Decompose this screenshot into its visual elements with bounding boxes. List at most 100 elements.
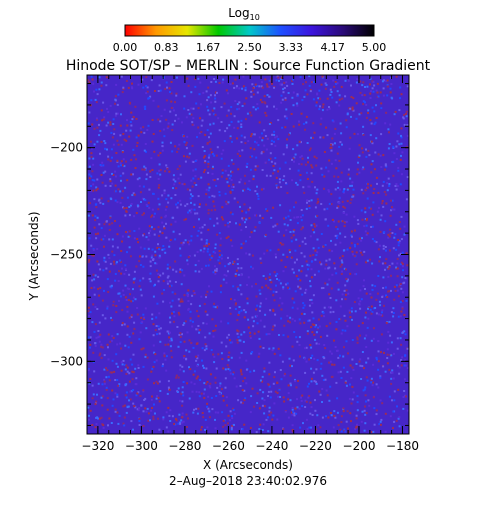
field-speckle bbox=[194, 168, 197, 171]
field-speckle bbox=[192, 411, 195, 414]
field-speckle bbox=[96, 308, 99, 310]
field-speckle bbox=[399, 337, 402, 340]
field-speckle bbox=[195, 359, 198, 362]
field-speckle bbox=[356, 133, 359, 136]
field-speckle bbox=[298, 244, 301, 247]
field-speckle bbox=[252, 175, 255, 178]
field-speckle bbox=[320, 287, 323, 290]
field-speckle bbox=[377, 153, 380, 156]
field-speckle bbox=[135, 383, 138, 386]
field-speckle bbox=[191, 121, 194, 124]
field-speckle bbox=[124, 186, 127, 189]
field-speckle bbox=[352, 194, 355, 197]
field-speckle bbox=[235, 86, 238, 89]
field-speckle bbox=[296, 258, 298, 261]
field-speckle bbox=[92, 82, 95, 85]
field-speckle bbox=[87, 306, 90, 309]
field-speckle bbox=[187, 417, 189, 420]
field-speckle bbox=[328, 361, 331, 364]
field-speckle bbox=[313, 231, 316, 234]
field-speckle bbox=[107, 111, 110, 113]
field-speckle bbox=[365, 346, 368, 348]
field-speckle bbox=[405, 198, 408, 201]
field-speckle bbox=[291, 406, 294, 409]
field-speckle bbox=[357, 325, 360, 327]
field-speckle bbox=[301, 265, 304, 268]
field-speckle bbox=[217, 353, 220, 356]
field-speckle bbox=[253, 133, 256, 136]
field-speckle bbox=[189, 189, 192, 192]
field-speckle bbox=[286, 224, 289, 227]
field-speckle bbox=[192, 107, 195, 110]
field-speckle bbox=[390, 341, 393, 344]
field-speckle bbox=[376, 82, 379, 85]
field-speckle bbox=[90, 147, 93, 150]
field-speckle bbox=[338, 201, 341, 204]
field-speckle bbox=[356, 341, 359, 344]
field-speckle bbox=[230, 298, 232, 301]
field-speckle bbox=[140, 201, 142, 203]
field-speckle bbox=[365, 400, 367, 403]
field-speckle bbox=[119, 124, 122, 127]
field-speckle bbox=[237, 313, 240, 316]
field-speckle bbox=[373, 423, 376, 426]
field-speckle bbox=[310, 224, 313, 227]
field-speckle bbox=[376, 182, 378, 185]
field-speckle bbox=[199, 117, 201, 120]
field-speckle bbox=[245, 368, 248, 371]
field-speckle bbox=[136, 307, 139, 309]
field-speckle bbox=[286, 314, 289, 317]
field-speckle bbox=[227, 174, 230, 177]
field-speckle bbox=[125, 139, 128, 142]
field-speckle bbox=[151, 407, 153, 409]
field-speckle bbox=[135, 377, 138, 380]
field-speckle bbox=[381, 202, 384, 205]
field-speckle bbox=[107, 158, 110, 161]
field-speckle bbox=[165, 369, 168, 372]
field-speckle bbox=[371, 106, 374, 109]
field-speckle bbox=[363, 94, 366, 97]
field-speckle bbox=[268, 413, 271, 416]
field-speckle bbox=[176, 150, 179, 153]
field-speckle bbox=[229, 341, 232, 344]
field-speckle bbox=[298, 123, 301, 126]
field-speckle bbox=[125, 129, 128, 132]
field-speckle bbox=[138, 417, 141, 420]
field-speckle bbox=[218, 194, 221, 197]
field-speckle bbox=[322, 245, 325, 248]
field-speckle bbox=[187, 308, 190, 311]
field-speckle bbox=[256, 304, 259, 307]
field-speckle bbox=[233, 197, 236, 200]
field-speckle bbox=[292, 148, 295, 151]
field-speckle bbox=[127, 346, 130, 349]
field-speckle bbox=[382, 244, 385, 247]
field-speckle bbox=[182, 134, 185, 137]
field-speckle bbox=[147, 97, 150, 100]
field-speckle bbox=[170, 92, 173, 95]
field-speckle bbox=[238, 101, 241, 104]
field-speckle bbox=[109, 123, 112, 126]
field-speckle bbox=[191, 185, 194, 188]
field-speckle bbox=[188, 366, 190, 369]
field-speckle bbox=[167, 201, 170, 204]
field-speckle bbox=[390, 382, 393, 385]
field-speckle bbox=[206, 290, 209, 293]
field-speckle bbox=[170, 106, 173, 109]
field-speckle bbox=[320, 263, 323, 266]
field-speckle bbox=[255, 431, 258, 434]
y-tick-label: −300 bbox=[50, 354, 83, 368]
field-speckle bbox=[126, 305, 129, 308]
field-speckle bbox=[255, 156, 258, 159]
field-speckle bbox=[163, 135, 166, 138]
field-speckle bbox=[179, 341, 182, 344]
field-speckle bbox=[209, 258, 212, 261]
field-speckle bbox=[349, 201, 352, 204]
field-speckle bbox=[274, 162, 277, 165]
field-speckle bbox=[149, 95, 152, 98]
field-speckle bbox=[174, 194, 177, 196]
field-speckle bbox=[244, 174, 246, 177]
field-speckle bbox=[230, 356, 233, 359]
field-speckle bbox=[281, 126, 284, 129]
field-speckle bbox=[283, 324, 286, 327]
field-speckle bbox=[330, 352, 333, 355]
